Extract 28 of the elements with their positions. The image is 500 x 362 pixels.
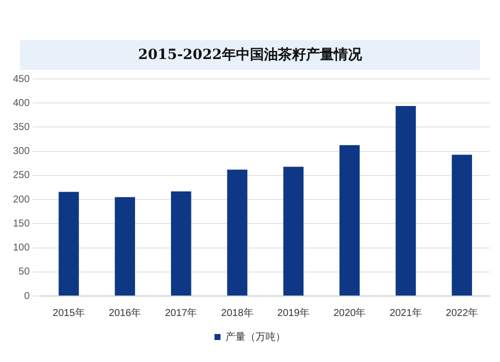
x-tick-label: 2020年 [333, 306, 366, 319]
x-tick-label: 2022年 [446, 306, 478, 319]
y-tick-label: 150 [12, 218, 30, 230]
y-tick-label: 0 [24, 290, 30, 302]
bar [283, 166, 304, 296]
bar [396, 106, 416, 296]
y-tick-label: 250 [12, 170, 30, 182]
y-tick-label: 400 [12, 98, 30, 109]
bar [452, 154, 472, 296]
x-tick-label: 2017年 [164, 306, 198, 319]
y-tick-label: 450 [12, 74, 30, 85]
x-tick-label: 2018年 [221, 306, 254, 319]
bar [58, 192, 79, 296]
x-tick-label: 2015年 [52, 306, 85, 319]
y-tick-label: 100 [12, 242, 30, 254]
y-tick-label: 200 [12, 194, 30, 206]
bar [114, 197, 136, 296]
y-tick-label: 300 [12, 146, 30, 158]
x-tick-label: 2016年 [108, 306, 142, 319]
bar [339, 145, 360, 296]
chart-title: 2015-2022年中国油茶籽产量情况 [20, 40, 480, 70]
y-tick-label: 350 [12, 122, 30, 133]
y-tick-label: 50 [18, 266, 30, 278]
legend-label: 产量（万吨） [226, 330, 286, 343]
bar [227, 170, 248, 296]
x-tick-label: 2019年 [277, 306, 310, 319]
x-tick-label: 2021年 [390, 306, 422, 319]
bar [170, 191, 192, 296]
